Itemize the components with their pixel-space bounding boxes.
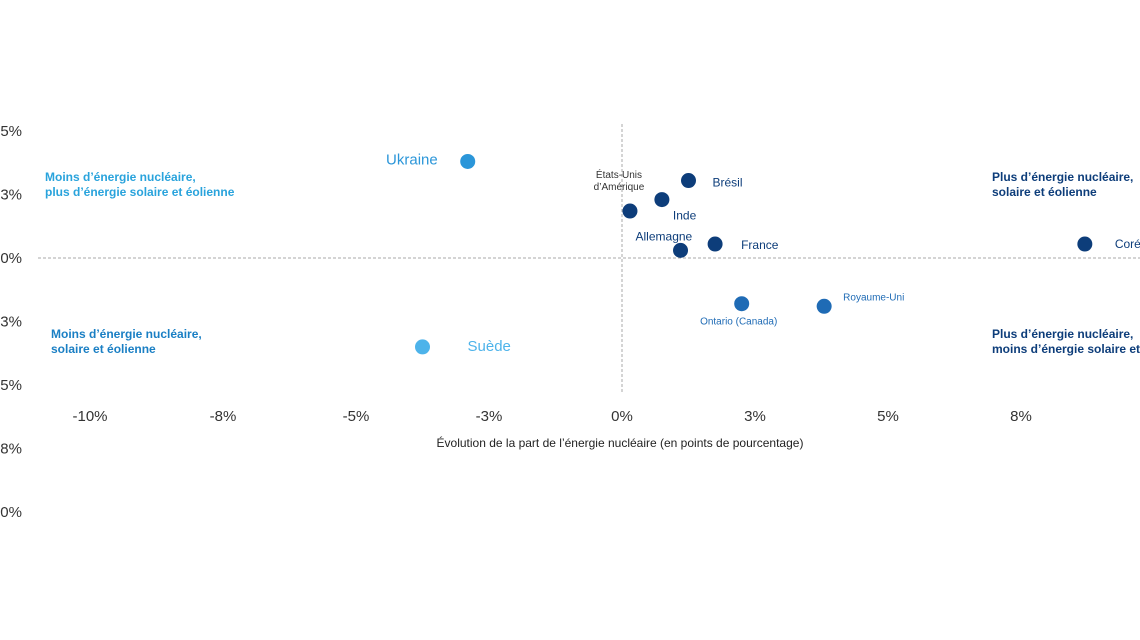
x-axis-label: Évolution de la part de l’énergie nucléa… bbox=[437, 435, 804, 450]
quadrant-label-top-right: Plus d’énergie nucléaire, bbox=[992, 170, 1133, 184]
x-tick-label: 5% bbox=[877, 408, 899, 425]
point-labels: Ukraine Suède États-Unis d’Amérique Brésil In… bbox=[386, 151, 1140, 354]
point-label-royaume-uni: Royaume-Uni bbox=[843, 292, 904, 303]
point-allemagne bbox=[673, 242, 689, 258]
quadrant-label-bottom-left: Moins d’énergie nucléaire, bbox=[51, 327, 202, 341]
point-ukraine bbox=[460, 153, 476, 169]
point-label-france: France bbox=[741, 238, 779, 252]
point-label-coree: Corée bbox=[1115, 237, 1140, 251]
y-tick-label: -3% bbox=[0, 314, 22, 331]
y-tick-label: 0% bbox=[0, 250, 22, 267]
point-label-ontario-canada: Ontario (Canada) bbox=[700, 317, 777, 328]
point-label-bresil: Brésil bbox=[713, 176, 743, 190]
quadrant-label-bottom-left: solaire et éolienne bbox=[51, 342, 156, 356]
x-tick-label: -10% bbox=[72, 408, 107, 425]
quadrant-label-bottom-right: moins d’énergie solaire et éolienne bbox=[992, 342, 1140, 356]
point-etats-unis-d-amerique bbox=[622, 203, 638, 219]
point-france bbox=[707, 236, 723, 252]
y-tick-label: -5% bbox=[0, 377, 22, 394]
y-tick-label: 3% bbox=[0, 187, 22, 204]
y-tick-label: 5% bbox=[0, 123, 22, 140]
point-inde bbox=[654, 192, 670, 208]
quadrant-label-top-left: plus d’énergie solaire et éolienne bbox=[45, 185, 235, 199]
x-tick-label: -3% bbox=[476, 408, 503, 425]
x-tick-label: 10% bbox=[1139, 408, 1140, 425]
point-suede bbox=[415, 339, 430, 355]
x-tick-label: 3% bbox=[744, 408, 766, 425]
quadrant-label-top-right: solaire et éolienne bbox=[992, 185, 1097, 199]
y-tick-label: -8% bbox=[0, 441, 22, 458]
x-tick-label: -5% bbox=[343, 408, 370, 425]
x-tick-label: 8% bbox=[1010, 408, 1032, 425]
point-label-ukraine: Ukraine bbox=[386, 151, 438, 168]
point-ontario-canada bbox=[734, 296, 750, 312]
point-coree bbox=[1077, 236, 1093, 252]
x-tick-label: -8% bbox=[210, 408, 237, 425]
point-label-allemagne: Allemagne bbox=[636, 229, 693, 243]
point-label-etats-unis-d-amerique: États-Unis d’Amérique bbox=[594, 168, 645, 193]
x-tick-label: 0% bbox=[611, 408, 633, 425]
data-points bbox=[415, 153, 1093, 355]
x-tick-labels: -10% -8% -5% -3% 0% 3% 5% 8% 10% bbox=[72, 408, 1140, 425]
point-bresil bbox=[681, 173, 696, 189]
point-label-suede: Suède bbox=[468, 338, 511, 355]
y-tick-labels: 5% 3% 0% -3% -5% -8% -10% bbox=[0, 123, 22, 521]
quadrant-label-top-left: Moins d’énergie nucléaire, bbox=[45, 170, 196, 184]
quadrant-label-bottom-right: Plus d’énergie nucléaire, bbox=[992, 327, 1133, 341]
quadrant-labels: Moins d’énergie nucléaire,plus d’énergie… bbox=[45, 170, 1140, 356]
point-royaume-uni bbox=[816, 298, 832, 314]
axes bbox=[38, 124, 1140, 394]
point-label-inde: Inde bbox=[673, 209, 697, 223]
y-tick-label: -10% bbox=[0, 504, 22, 521]
